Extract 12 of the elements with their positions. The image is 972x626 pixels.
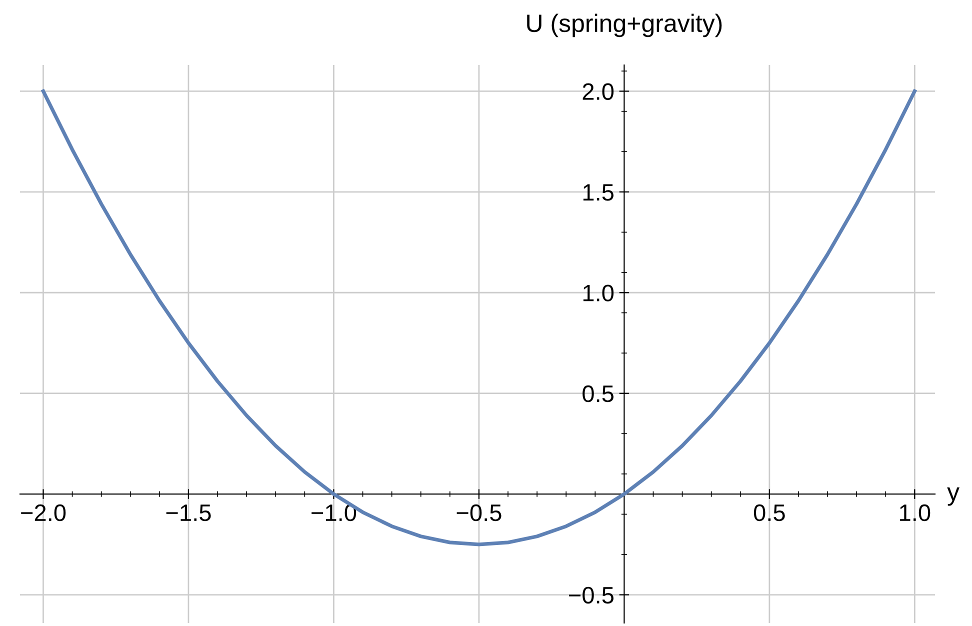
x-axis-title: y	[947, 487, 960, 506]
x-tick-label: −1.5	[166, 504, 211, 522]
y-tick-label: −0.5	[569, 586, 614, 604]
y-tick-label: 1.5	[583, 184, 614, 201]
y-axis-title: U (spring+gravity)	[527, 14, 722, 38]
x-tick-label: 0.5	[754, 504, 785, 522]
y-tick-label: 0.5	[582, 385, 614, 402]
x-tick-label: 1.0	[900, 504, 930, 522]
x-tick-label: −2.0	[21, 504, 66, 522]
y-tick-label: 2.0	[582, 83, 614, 100]
y-tick-label: 1.0	[583, 284, 614, 302]
x-tick-label: −0.5	[456, 504, 502, 522]
